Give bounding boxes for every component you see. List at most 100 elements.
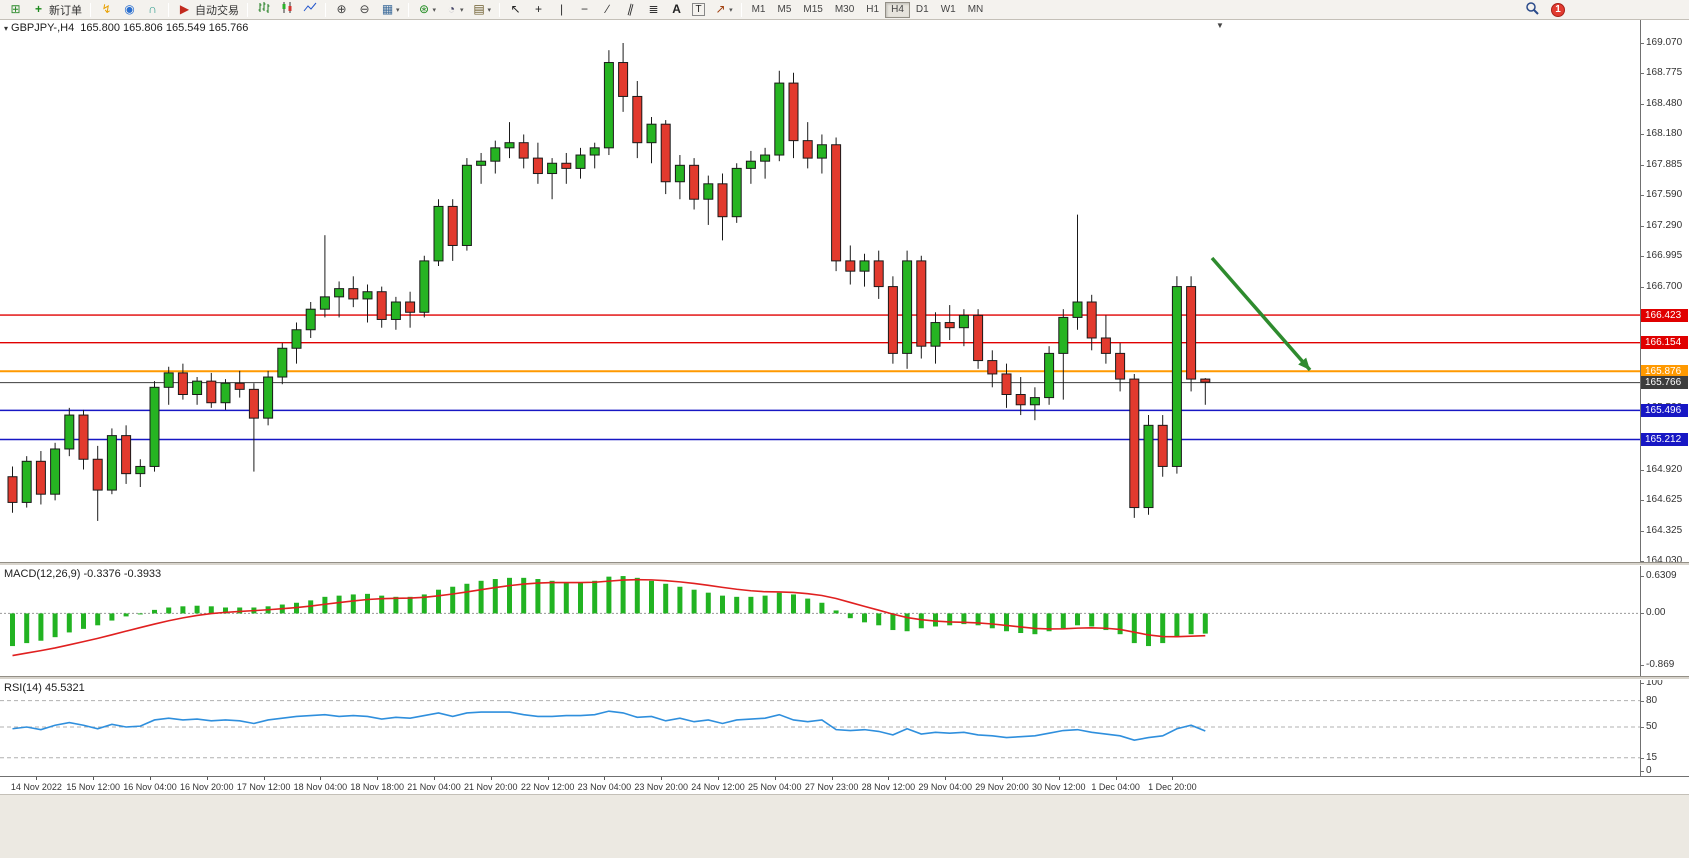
trend-arrow-annotation[interactable] (1210, 256, 1312, 372)
candle (731, 163, 742, 223)
cursor-tool-button[interactable]: ↖ (504, 1, 527, 19)
price-axis-tick (1641, 225, 1644, 227)
new-order-label: 新订单 (49, 4, 82, 17)
macd-histogram-bar (10, 613, 15, 647)
timeframe-m1-button[interactable]: M1 (746, 2, 772, 18)
candle (64, 407, 75, 457)
tile-windows-button[interactable]: ▦ ▾ (376, 1, 404, 19)
panel-divider[interactable] (0, 676, 1689, 680)
time-axis[interactable]: 14 Nov 2022 15 Nov 12:00 16 Nov 04:00 16 No… (0, 776, 1689, 794)
macd-histogram-bar (521, 577, 527, 614)
trendline-tool-button[interactable]: ∕ (596, 1, 619, 19)
candle (7, 466, 18, 513)
macd-histogram-bar (194, 605, 200, 614)
candle (149, 381, 160, 472)
candle (192, 377, 203, 405)
timeframe-d1-button[interactable]: D1 (910, 2, 935, 18)
macd-histogram-bar (876, 613, 882, 626)
candle (1001, 363, 1012, 408)
macd-histogram-bar (1146, 613, 1151, 647)
dropdown-caret-icon: ▾ (396, 6, 400, 14)
price-axis-label: 164.920 (1646, 463, 1683, 475)
macd-histogram-bar (180, 606, 186, 614)
profiles-button[interactable]: ◉ (118, 1, 141, 19)
search-button[interactable] (1520, 1, 1543, 19)
macd-histogram-bar (350, 594, 356, 614)
rsi-canvas[interactable]: RSI(14) 45.5321 (0, 680, 1641, 776)
price-level-tag: 165.876 (1641, 364, 1688, 378)
macd-histogram-bar (38, 613, 44, 641)
periods-button[interactable]: ◔ ▾ (440, 1, 468, 19)
main-toolbar: ⊞ + 新订单 ↯ ◉ ∩ ▶ 自动交易 ⊕ ⊖ ▦ ▾ ⊛ ▾ ◔ (0, 0, 1689, 20)
time-axis-label: 16 Nov 04:00 (123, 782, 177, 792)
candle (532, 142, 543, 184)
sound-button[interactable]: ∩ (141, 1, 164, 19)
candle (703, 175, 714, 225)
price-axis-tick (1641, 73, 1644, 75)
horizontal-line-tool-button[interactable]: − (573, 1, 596, 19)
toolbar-separator (168, 2, 169, 17)
fibonacci-tool-button[interactable]: ≣ (642, 1, 665, 19)
timeframe-m30-button[interactable]: M30 (829, 2, 860, 18)
candle (916, 255, 927, 359)
candle (674, 155, 685, 200)
macd-axis[interactable]: 0.6309 0.00 -0.869 (1641, 566, 1689, 676)
candlestick-chart-type-button[interactable] (275, 1, 298, 19)
bar-chart-type-button[interactable] (252, 1, 275, 19)
candle (1015, 377, 1026, 416)
candle (21, 456, 32, 508)
macd-axis-label: -0.869 (1646, 659, 1675, 670)
price-axis-tick (1641, 103, 1644, 105)
line-chart-type-button[interactable] (298, 1, 321, 19)
candle (220, 379, 231, 410)
timeframe-h1-button[interactable]: H1 (860, 2, 885, 18)
channel-tool-button[interactable]: ∥ (619, 1, 642, 19)
crosshair-tool-button[interactable]: + (527, 1, 550, 19)
autotrading-button[interactable]: ▶ 自动交易 (173, 1, 243, 19)
candle (35, 451, 46, 505)
rsi-axis[interactable]: 100 80 50 15 0 (1641, 678, 1689, 776)
macd-canvas[interactable]: MACD(12,26,9) -0.3376 -0.3933 (0, 566, 1641, 676)
timeframe-m5-button[interactable]: M5 (771, 2, 797, 18)
zoom-out-button[interactable]: ⊖ (353, 1, 376, 19)
timeframe-m15-button[interactable]: M15 (797, 2, 828, 18)
macd-histogram-bar (904, 613, 910, 632)
macd-histogram-bar (393, 596, 399, 614)
label-tool-button[interactable]: T (688, 1, 709, 19)
price-axis[interactable]: 169.070 168.775 168.480 168.180 167.885 167.5… (1641, 20, 1689, 566)
new-chart-button[interactable]: ⊞ (4, 1, 27, 19)
sound-icon: ∩ (148, 2, 157, 16)
time-axis-label: 21 Nov 04:00 (407, 782, 461, 792)
macd-histogram-bar (847, 613, 853, 619)
notification-badge[interactable]: 1 (1551, 2, 1565, 17)
time-axis-tick (1115, 777, 1117, 780)
time-axis-tick (93, 777, 95, 780)
symbol-dropdown-icon[interactable]: ▾ (4, 24, 9, 33)
panel-divider[interactable] (0, 562, 1689, 566)
text-tool-button[interactable]: A (665, 1, 688, 19)
timeframe-w1-button[interactable]: W1 (935, 2, 962, 18)
candle (504, 122, 515, 159)
candle (589, 142, 600, 169)
candle (575, 147, 586, 179)
templates-button[interactable]: ▤ ▾ (468, 1, 496, 19)
time-axis-label: 16 Nov 20:00 (180, 782, 234, 792)
candle (206, 372, 217, 408)
shapes-tool-button[interactable]: ↗ ▾ (709, 1, 737, 19)
timeframe-h4-button[interactable]: H4 (885, 1, 910, 18)
main-chart-canvas[interactable]: ▾ GBPJPY-,H4 165.800 165.806 165.549 165.7… (0, 20, 1641, 562)
zoom-in-button[interactable]: ⊕ (330, 1, 353, 19)
new-order-button[interactable]: + 新订单 (27, 1, 86, 19)
macd-histogram-bar (833, 610, 839, 614)
timeframe-mn-button[interactable]: MN (962, 2, 990, 18)
time-axis-tick (150, 777, 151, 780)
price-level-tag: 166.154 (1641, 336, 1688, 350)
candle (887, 276, 898, 364)
vertical-line-tool-button[interactable]: | (550, 1, 573, 19)
one-click-trading-button[interactable]: ↯ (95, 1, 118, 19)
time-axis-label: 14 Nov 2022 (10, 782, 62, 792)
main-chart-panel: ▾ GBPJPY-,H4 165.800 165.806 165.549 165.7… (0, 20, 1689, 566)
chart-shift-marker-icon[interactable]: ▼ (1216, 21, 1224, 30)
indicators-button[interactable]: ⊛ ▾ (413, 1, 441, 19)
macd-histogram-bar (634, 577, 640, 614)
